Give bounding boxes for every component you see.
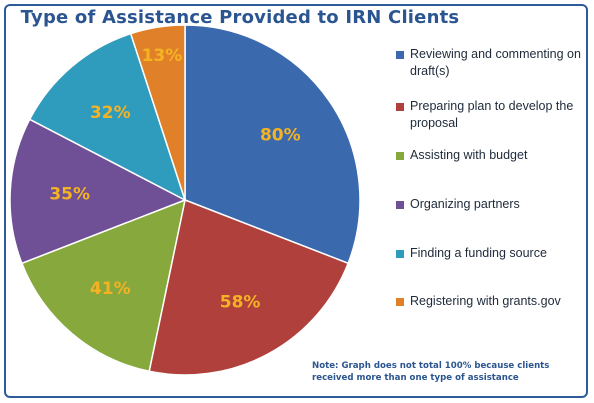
pie-slice-2 [148, 198, 350, 376]
legend-swatch [396, 201, 404, 209]
pie-slice-4 [9, 118, 187, 265]
legend-swatch [396, 152, 404, 160]
pie-slice-6 [129, 24, 186, 201]
pie-slice-5 [28, 32, 187, 202]
slice-value-label: 41% [90, 279, 131, 299]
chart-note: Note: Graph does not total 100% because … [312, 361, 550, 383]
legend-label: Preparing plan to develop the proposal [410, 99, 574, 130]
legend-label: Registering with grants.gov [410, 294, 561, 308]
slice-value-label: 80% [260, 126, 301, 146]
legend-swatch [396, 103, 404, 111]
chart-title: Type of Assistance Provided to IRN Clien… [20, 7, 460, 28]
legend-label: Finding a funding source [410, 246, 547, 260]
legend-label: Reviewing and commenting on draft(s) [410, 47, 581, 78]
legend-item: Organizing partners [396, 196, 584, 213]
slice-value-label: 13% [142, 46, 183, 66]
legend-label: Organizing partners [410, 197, 520, 211]
slice-value-label: 58% [220, 293, 261, 313]
legend-swatch [396, 298, 404, 306]
legend-item: Reviewing and commenting on draft(s) [396, 46, 584, 80]
slice-value-label: 35% [49, 185, 90, 205]
legend-label: Assisting with budget [410, 148, 528, 162]
legend-swatch [396, 51, 404, 59]
legend-item: Finding a funding source [396, 245, 584, 262]
legend-item: Assisting with budget [396, 147, 584, 164]
pie-slice-1 [184, 24, 361, 265]
legend-item: Registering with grants.gov [396, 293, 584, 310]
legend-swatch [396, 250, 404, 258]
pie-slice-3 [20, 198, 187, 373]
slice-value-label: 32% [90, 103, 131, 123]
legend-item: Preparing plan to develop the proposal [396, 98, 584, 132]
